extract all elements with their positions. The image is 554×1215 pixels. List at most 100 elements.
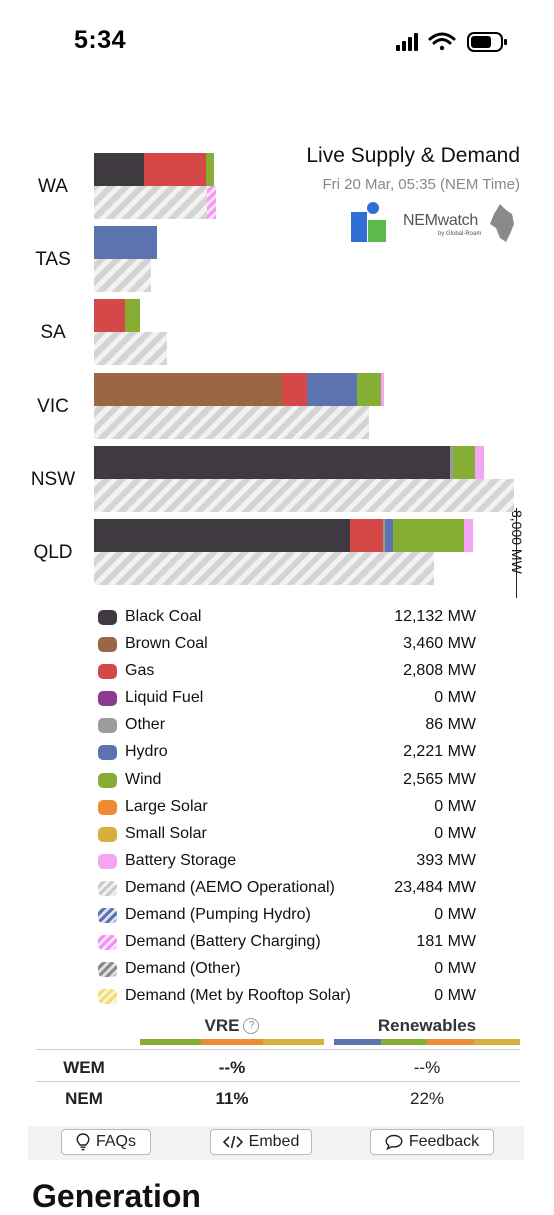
region-label-qld: QLD bbox=[33, 542, 73, 563]
bar-segment-gas[interactable] bbox=[94, 299, 125, 333]
feedback-label: Feedback bbox=[408, 1133, 480, 1150]
legend-item: Liquid Fuel 0 MW bbox=[96, 685, 476, 712]
code-icon bbox=[222, 1135, 243, 1149]
legend-label: Black Coal bbox=[125, 608, 202, 625]
legend-label: Small Solar bbox=[125, 824, 207, 842]
faqs-button[interactable]: FAQs bbox=[61, 1129, 151, 1155]
bar-segment-black-coal[interactable] bbox=[94, 153, 145, 186]
legend-item: Brown Coal 3,460 MW bbox=[96, 631, 476, 658]
bar-segment-black-coal[interactable] bbox=[94, 445, 451, 479]
bar-segment-wind[interactable] bbox=[124, 299, 141, 333]
liquid-fuel-swatch-icon bbox=[98, 691, 117, 707]
bar-segment-wind[interactable] bbox=[357, 372, 381, 406]
legend-value: 2,565 MW bbox=[403, 770, 476, 788]
legend-value: 0 MW bbox=[434, 960, 476, 978]
logo-subtext: by Global-Roam bbox=[438, 231, 482, 237]
vre-stripe-segment bbox=[140, 1039, 202, 1045]
legend-item: Large Solar 0 MW bbox=[96, 794, 476, 821]
demand-operational-swatch-icon bbox=[98, 880, 117, 896]
bar-segment-gas[interactable] bbox=[281, 372, 308, 406]
bar-segment-other[interactable] bbox=[450, 445, 453, 479]
renewables-stripe-segment bbox=[380, 1039, 427, 1045]
demand-segment-demand-aemo-operational-[interactable] bbox=[94, 552, 434, 585]
divider bbox=[36, 1081, 520, 1082]
demand-rooftop-solar-swatch-icon bbox=[98, 989, 117, 1005]
legend-label: Demand (Pumping Hydro) bbox=[125, 906, 311, 924]
bar-segment-wind[interactable] bbox=[452, 445, 475, 479]
legend-label: Demand (Other) bbox=[125, 960, 241, 978]
legend-item: Demand (Battery Charging) 181 MW bbox=[96, 929, 476, 956]
demand-segment-demand-aemo-operational-[interactable] bbox=[94, 405, 370, 439]
bar-segment-wind[interactable] bbox=[393, 519, 464, 552]
legend-item: Black Coal 12,132 MW bbox=[96, 604, 476, 631]
vre-label: VRE bbox=[204, 1016, 240, 1035]
legend-label: Brown Coal bbox=[125, 635, 208, 653]
large-solar-swatch-icon bbox=[98, 799, 117, 815]
demand-segment-demand-aemo-operational-[interactable] bbox=[94, 332, 168, 366]
feedback-button[interactable]: Feedback bbox=[370, 1129, 494, 1155]
region-label-vic: VIC bbox=[37, 395, 69, 417]
bar-segment-gas[interactable] bbox=[144, 153, 207, 186]
help-icon[interactable]: ? bbox=[243, 1018, 260, 1034]
legend-item: Hydro 2,221 MW bbox=[96, 739, 476, 766]
legend-value: 86 MW bbox=[425, 716, 476, 734]
legend-item: Small Solar 0 MW bbox=[96, 821, 476, 848]
legend-value: 2,808 MW bbox=[403, 662, 476, 680]
bar-segment-battery-storage[interactable] bbox=[474, 445, 484, 479]
renewables-color-stripe bbox=[334, 1039, 520, 1045]
embed-button[interactable]: Embed bbox=[210, 1129, 312, 1155]
wem-renewables-value: --% bbox=[413, 1058, 441, 1077]
vre-color-stripe bbox=[140, 1039, 324, 1045]
region-label-wa: WA bbox=[38, 176, 68, 197]
legend-item: Demand (Met by Rooftop Solar) 0 MW bbox=[96, 983, 476, 1010]
demand-segment-demand-aemo-operational-[interactable] bbox=[94, 259, 151, 293]
bar-segment-black-coal[interactable] bbox=[94, 519, 350, 552]
vre-stripe-segment bbox=[201, 1039, 263, 1045]
demand-pumping-hydro-swatch-icon bbox=[98, 908, 117, 924]
hydro-swatch-icon bbox=[98, 745, 117, 761]
renewables-table: VRE? Renewables WEM --% --% NEM 11% 22% bbox=[36, 1008, 520, 1114]
wem-vre-value: --% bbox=[218, 1058, 246, 1077]
legend-item: Demand (Other) 0 MW bbox=[96, 956, 476, 983]
bar-segment-wind[interactable] bbox=[206, 153, 214, 186]
bar-segment-brown-coal[interactable] bbox=[94, 372, 282, 406]
demand-segment-demand-battery-charging-[interactable] bbox=[206, 186, 216, 219]
renewables-stripe-segment bbox=[427, 1039, 474, 1045]
legend-label: Battery Storage bbox=[125, 851, 237, 869]
legend-item: Wind 2,565 MW bbox=[96, 767, 476, 794]
nem-vre-value: 11% bbox=[215, 1089, 249, 1108]
legend-label: Liquid Fuel bbox=[125, 689, 204, 707]
bar-segment-other[interactable] bbox=[382, 519, 385, 552]
status-bar: 5:34 bbox=[0, 0, 554, 80]
legend-value: 393 MW bbox=[416, 851, 476, 869]
legend-value: 3,460 MW bbox=[403, 635, 476, 653]
bar-segment-gas[interactable] bbox=[349, 519, 383, 552]
renewables-stripe-segment bbox=[334, 1039, 381, 1045]
bar-segment-hydro[interactable] bbox=[384, 519, 394, 552]
region-label-nsw: NSW bbox=[30, 468, 76, 490]
region-label-tas: TAS bbox=[35, 249, 71, 271]
bar-segment-battery-storage[interactable] bbox=[380, 372, 385, 406]
supply-demand-chart: Live Supply & Demand Fri 20 Mar, 05:35 (… bbox=[0, 140, 554, 610]
wind-swatch-icon bbox=[98, 772, 117, 788]
demand-segment-demand-aemo-operational-[interactable] bbox=[94, 186, 207, 219]
other-swatch-icon bbox=[98, 718, 117, 734]
legend-value: 0 MW bbox=[434, 824, 476, 842]
bar-segment-battery-storage[interactable] bbox=[463, 519, 474, 552]
legend-value: 12,132 MW bbox=[394, 608, 476, 625]
legend-item: Demand (AEMO Operational) 23,484 MW bbox=[96, 875, 476, 902]
bar-segment-hydro[interactable] bbox=[307, 372, 358, 406]
bar-segment-hydro[interactable] bbox=[94, 226, 158, 260]
legend-value: 181 MW bbox=[416, 933, 476, 951]
legend-value: 0 MW bbox=[434, 906, 476, 924]
wifi-icon bbox=[428, 32, 456, 51]
renewables-stripe-segment bbox=[473, 1039, 520, 1045]
legend-item: Other 86 MW bbox=[96, 712, 476, 739]
legend-label: Large Solar bbox=[125, 797, 208, 815]
legend-item: Demand (Pumping Hydro) 0 MW bbox=[96, 902, 476, 929]
logo-text: NEMwatch bbox=[403, 212, 478, 229]
demand-other-swatch-icon bbox=[98, 962, 117, 978]
demand-segment-demand-aemo-operational-[interactable] bbox=[94, 478, 514, 512]
small-solar-swatch-icon bbox=[98, 826, 117, 842]
speech-bubble-icon bbox=[385, 1134, 403, 1150]
